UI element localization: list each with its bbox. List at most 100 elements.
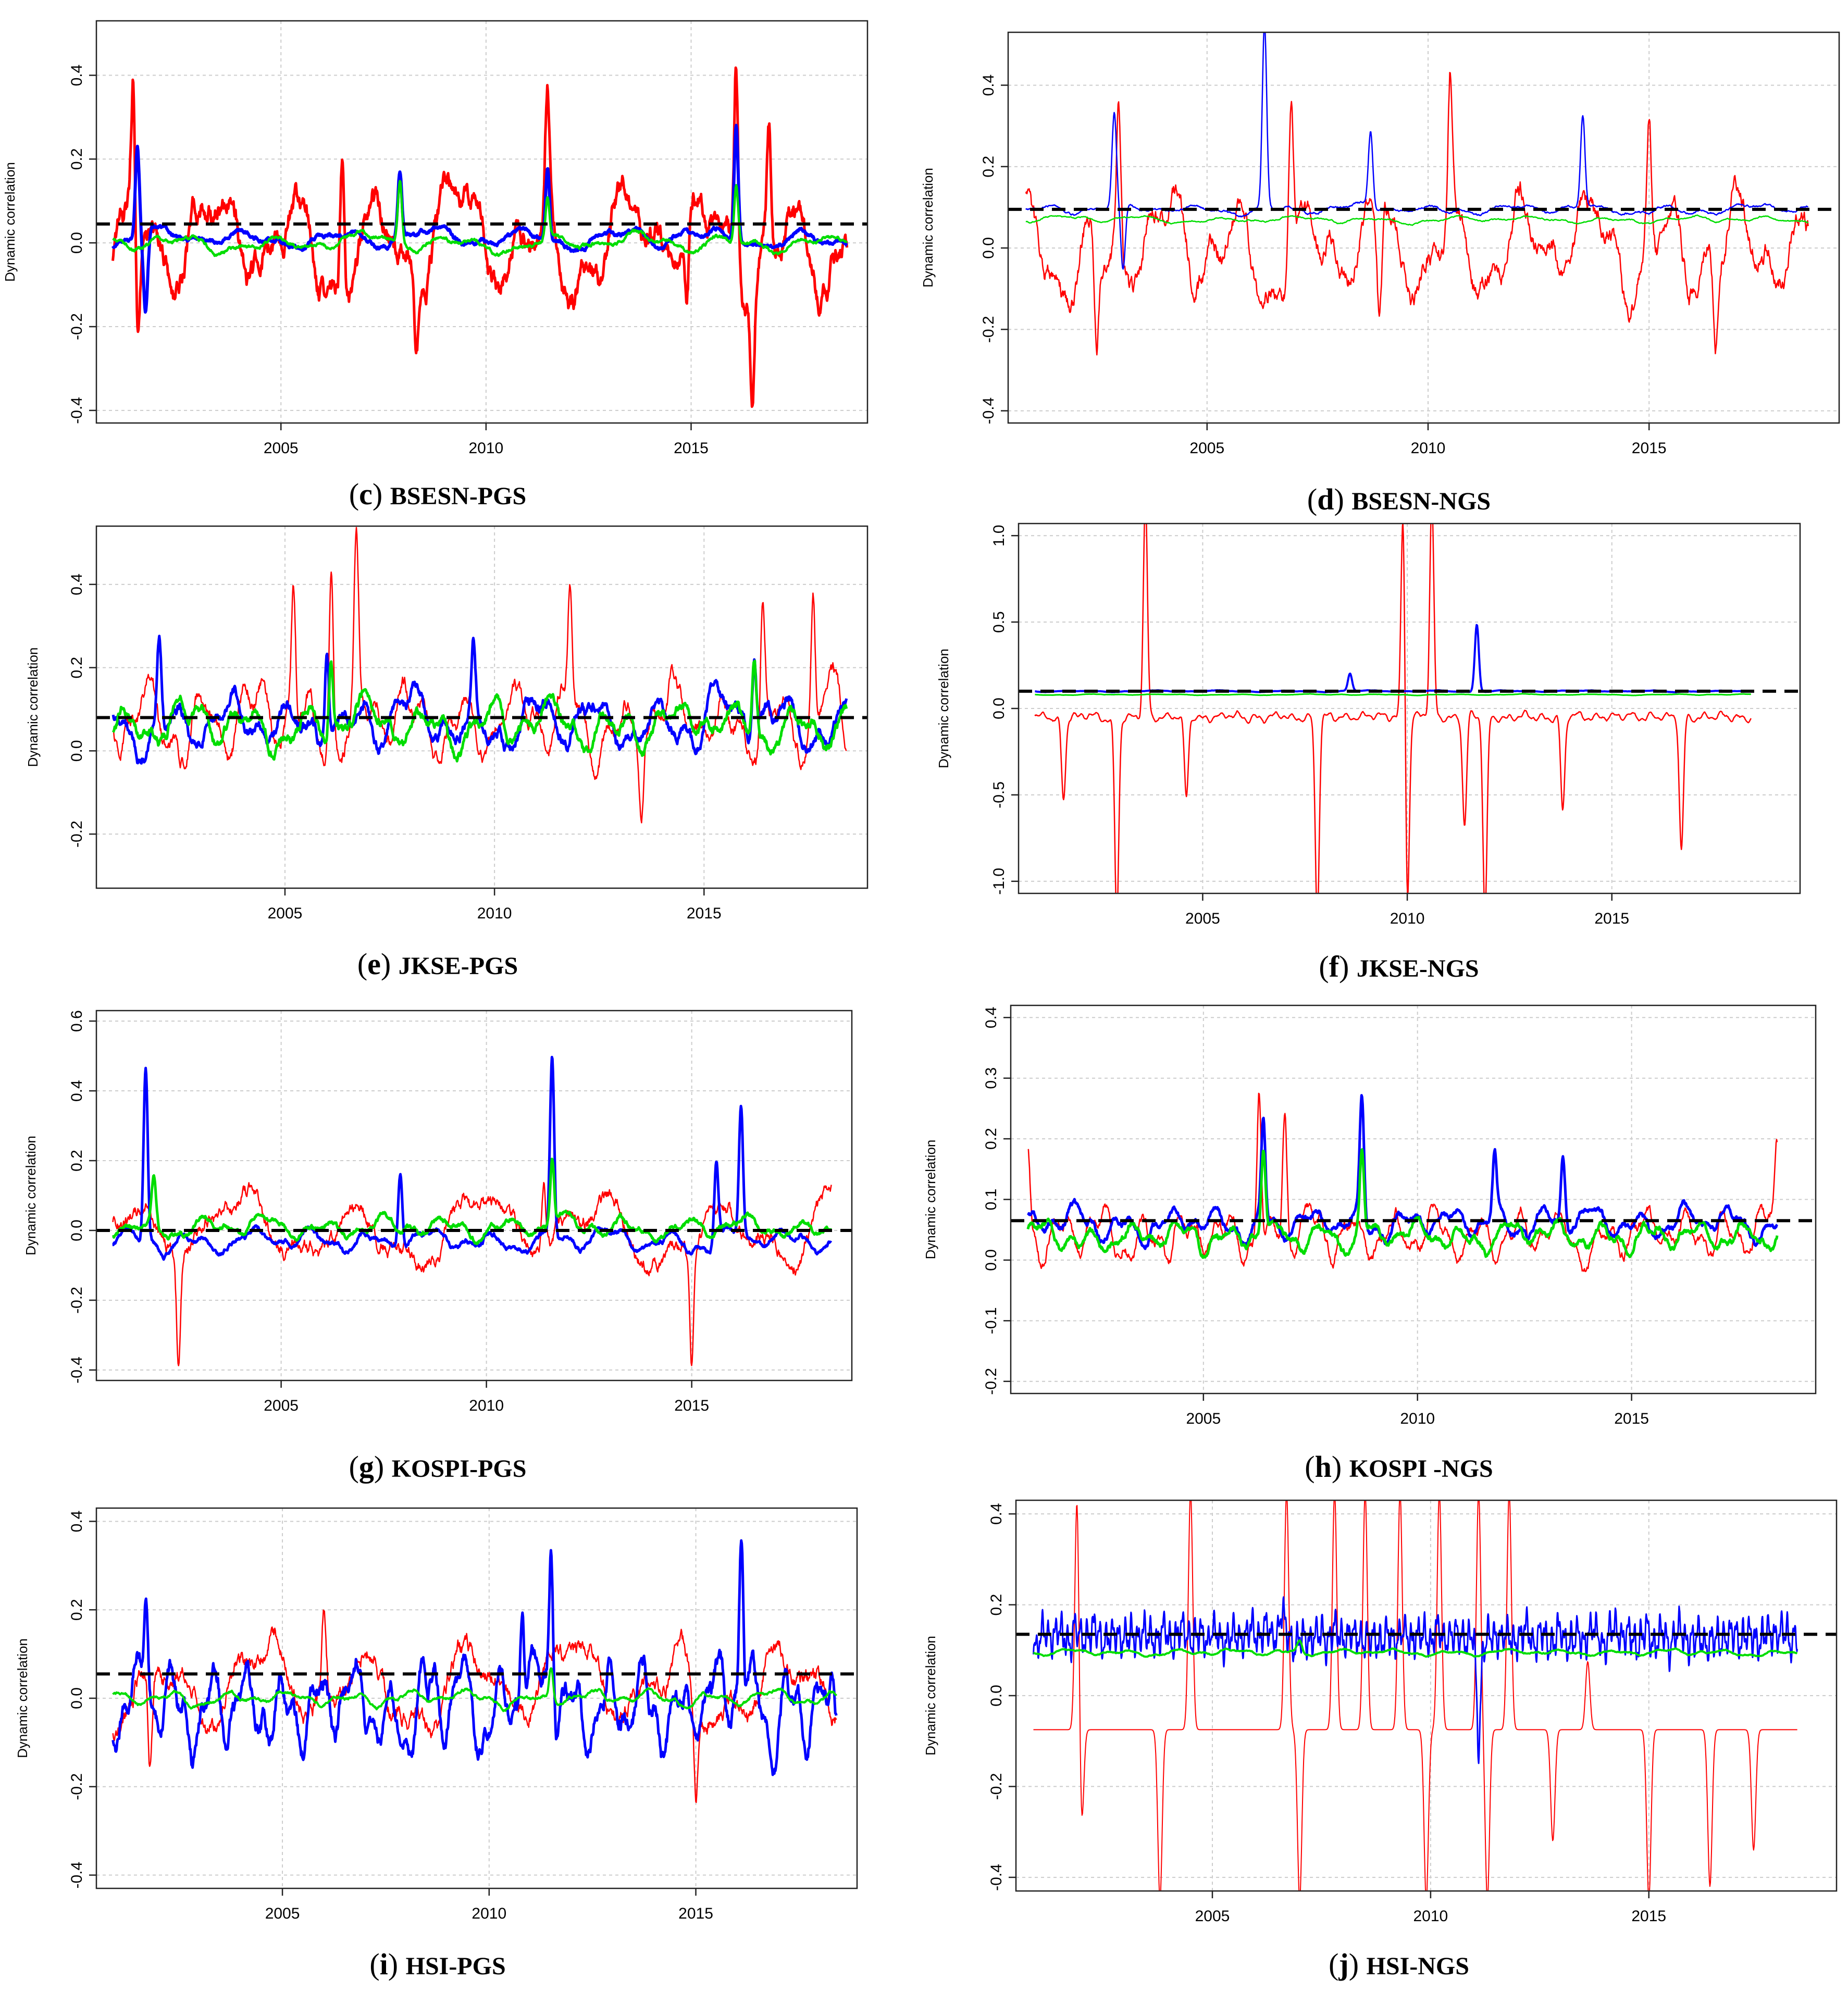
y-axis-label: Dynamic correlation — [15, 1638, 30, 1758]
x-tick-label: 2010 — [477, 905, 512, 922]
panel-caption: (e) JKSE-PGS — [357, 947, 518, 981]
y-tick-label: -1.0 — [990, 868, 1008, 895]
x-tick-label: 2010 — [468, 440, 503, 457]
caption-paren: ) — [388, 1947, 406, 1981]
series-line-green — [1025, 214, 1809, 226]
caption-paren: ( — [349, 1450, 359, 1484]
caption-paren: ( — [1329, 1947, 1338, 1981]
x-tick-label: 2010 — [1413, 1908, 1448, 1925]
caption-paren: ) — [1332, 1450, 1349, 1484]
x-tick-label: 2015 — [678, 1905, 713, 1922]
panel-c: 2005 2010 2015 -0.4 -0.2 0.0 0.2 0.4 Dynamic cor… — [2, 20, 869, 511]
plot-frame — [1007, 31, 1840, 424]
caption-paren: ( — [369, 1947, 379, 1981]
y-tick-label: 0.0 — [990, 698, 1008, 719]
series-line-green — [1034, 693, 1752, 696]
y-tick-label: -0.2 — [68, 313, 85, 340]
y-tick-label: 0.4 — [68, 1511, 85, 1533]
x-tick-label: 2010 — [469, 1397, 504, 1414]
series-line-red — [1033, 1500, 1797, 1891]
caption-paren: ( — [357, 947, 367, 981]
y-tick-label: 0.0 — [988, 1685, 1005, 1707]
x-tick-label: 2015 — [674, 440, 709, 457]
caption-paren: ( — [1305, 1450, 1314, 1484]
caption-label: BSESN-NGS — [1351, 488, 1491, 515]
caption-paren: ) — [374, 1450, 392, 1484]
x-tick-label: 2015 — [1594, 910, 1629, 927]
x-tick-label: 2010 — [1390, 910, 1425, 927]
panel-h: 2005 2010 2015 -0.2 -0.1 0.0 0.1 0.2 0.3 0.4 Dynam… — [923, 1004, 1817, 1484]
plot-frame — [95, 20, 869, 424]
x-tick-label: 2005 — [265, 1905, 300, 1922]
caption-paren: ) — [1349, 1947, 1367, 1981]
y-axis-label: Dynamic correlation — [923, 1636, 938, 1756]
plot-frame — [95, 525, 869, 889]
y-tick-label: 0.0 — [980, 237, 997, 259]
y-tick-label: 0.6 — [68, 1010, 85, 1032]
y-axis-label: Dynamic correlation — [2, 162, 18, 282]
y-axis-label: Dynamic correlation — [920, 168, 936, 288]
caption-letter: i — [380, 1947, 388, 1981]
x-tick-label: 2005 — [1186, 1410, 1221, 1427]
series-line-red — [1027, 1092, 1778, 1273]
x-tick-label: 2010 — [472, 1905, 506, 1922]
caption-letter: h — [1315, 1450, 1332, 1484]
x-tick-label: 2015 — [1632, 440, 1667, 457]
caption-label: BSESN-PGS — [390, 482, 526, 510]
x-tick-label: 2005 — [268, 905, 303, 922]
y-tick-label: 0.4 — [68, 1080, 85, 1102]
y-tick-label: 0.4 — [983, 1006, 1000, 1028]
panel-caption: (j) HSI-NGS — [1329, 1947, 1469, 1981]
series-line-red — [112, 1181, 832, 1366]
caption-letter: f — [1329, 950, 1340, 984]
caption-paren: ( — [1307, 482, 1317, 516]
y-tick-label: 0.0 — [68, 740, 85, 762]
series-line-blue — [111, 1539, 838, 1776]
caption-letter: d — [1317, 482, 1334, 516]
y-tick-label: 0.3 — [983, 1067, 1000, 1089]
panel-caption: (f) JKSE-NGS — [1319, 950, 1479, 984]
panel-d: 2005 2010 2015 -0.4 -0.2 0.0 0.2 0.4 Dynamic cor… — [920, 31, 1840, 516]
y-tick-label: 0.1 — [983, 1189, 1000, 1211]
x-tick-label: 2005 — [264, 1397, 299, 1414]
y-axis-label: Dynamic correlation — [23, 1136, 39, 1255]
series-line-red — [113, 527, 847, 824]
panel-caption: (i) HSI-PGS — [369, 1947, 505, 1981]
y-axis-label: Dynamic correlation — [25, 648, 41, 767]
caption-paren: ) — [1334, 482, 1352, 516]
panel-caption: (g) KOSPI-PGS — [349, 1450, 527, 1484]
y-tick-label: -0.4 — [68, 1862, 85, 1889]
y-axis-label: Dynamic correlation — [923, 1140, 938, 1260]
series-line-red — [1034, 524, 1752, 893]
x-tick-label: 2015 — [1614, 1410, 1649, 1427]
y-tick-label: 0.4 — [988, 1503, 1005, 1525]
y-tick-label: -0.2 — [68, 820, 85, 848]
panel-j: 2005 2010 2015 -0.4 -0.2 0.0 0.2 0.4 Dynamic cor… — [923, 1499, 1838, 1981]
caption-letter: c — [359, 477, 373, 511]
y-tick-label: 0.0 — [68, 232, 85, 254]
panel-g: 2005 2010 2015 -0.4 -0.2 0.0 0.2 0.4 0.6 Dynamic … — [23, 1010, 853, 1484]
y-tick-label: 0.4 — [68, 65, 85, 86]
x-tick-label: 2005 — [1189, 440, 1224, 457]
x-tick-label: 2005 — [1195, 1908, 1230, 1925]
series-line-green — [112, 1667, 837, 1712]
y-tick-label: -0.2 — [68, 1773, 85, 1800]
y-tick-label: -0.4 — [980, 397, 997, 425]
plot-frame — [1015, 1499, 1838, 1892]
x-tick-label: 2015 — [674, 1397, 709, 1414]
y-tick-label: 0.2 — [983, 1128, 1000, 1150]
y-tick-label: 0.2 — [68, 1150, 85, 1172]
y-tick-label: 0.2 — [68, 148, 85, 170]
caption-paren: ) — [373, 477, 390, 511]
y-tick-label: -0.4 — [68, 397, 85, 424]
series-line-red — [1025, 72, 1809, 356]
panel-caption: (h) KOSPI -NGS — [1305, 1450, 1493, 1484]
caption-label: JKSE-PGS — [399, 952, 518, 980]
y-tick-label: 0.2 — [68, 657, 85, 679]
panel-caption: (c) BSESN-PGS — [349, 477, 526, 511]
x-tick-label: 2010 — [1400, 1410, 1435, 1427]
caption-letter: g — [359, 1450, 374, 1484]
plot-frame — [95, 1010, 853, 1382]
caption-label: JKSE-NGS — [1357, 955, 1479, 982]
caption-paren: ( — [349, 477, 359, 511]
